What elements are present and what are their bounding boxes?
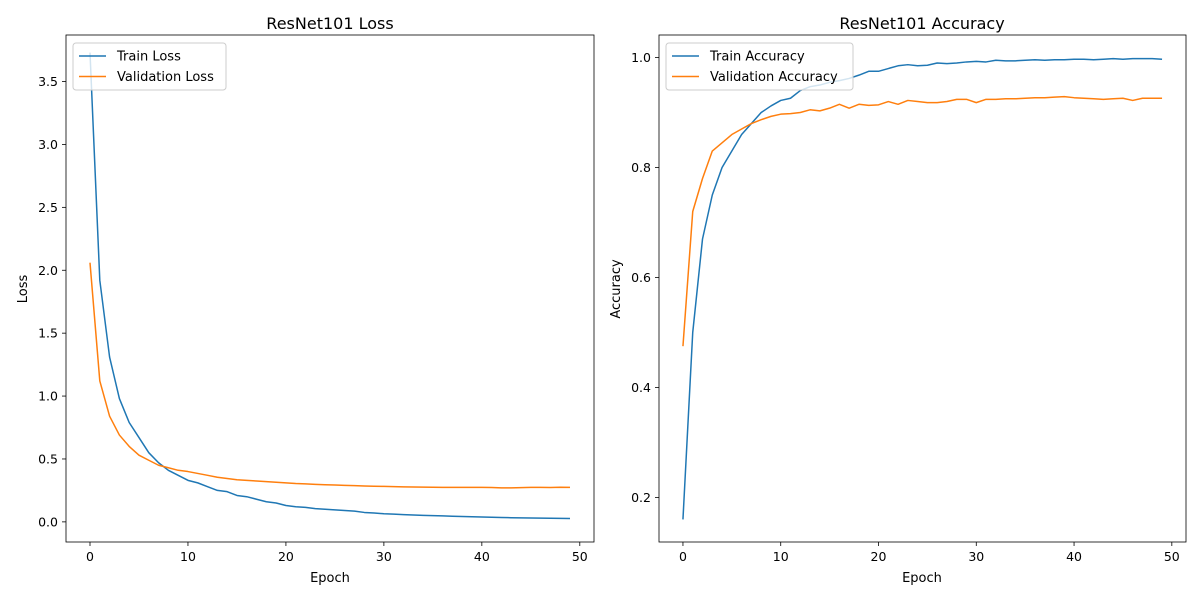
y-tick-label: 2.0 <box>38 263 58 278</box>
series-line-train <box>682 57 1163 520</box>
x-tick-label: 10 <box>180 549 196 564</box>
y-tick-label: 0.5 <box>38 451 58 466</box>
x-tick-label: 0 <box>679 549 687 564</box>
legend-box <box>72 42 227 91</box>
y-tick-label: 3.0 <box>38 137 58 152</box>
y-tick-label: 3.5 <box>38 74 58 89</box>
y-tick-label: 0.2 <box>631 490 651 505</box>
y-axis-label: Loss <box>16 275 31 304</box>
y-tick-label: 1.0 <box>38 389 58 404</box>
x-tick-label: 30 <box>968 549 984 564</box>
legend-label: Validation Accuracy <box>710 70 838 85</box>
x-tick-label: 50 <box>1164 549 1180 564</box>
x-tick-label: 30 <box>376 549 392 564</box>
loss-chart: ResNet101 Loss 0 10 20 30 40 50 0.0 0.5 1.0 1.5 2.… <box>16 14 595 586</box>
axes-frame <box>65 34 595 543</box>
y-tick-label: 1.0 <box>631 50 651 65</box>
axes-frame <box>658 34 1187 543</box>
series-line-validation <box>89 262 571 489</box>
accuracy-chart: ResNet101 Accuracy 0 10 20 30 40 500.20.40.60… <box>609 14 1187 586</box>
y-tick-label: 0.0 <box>38 514 58 529</box>
x-tick-label: 20 <box>278 549 294 564</box>
x-tick-label: 20 <box>871 549 887 564</box>
series-line-train <box>89 52 571 520</box>
legend-label: Validation Loss <box>117 70 214 85</box>
legend-label: Train Accuracy <box>709 50 805 65</box>
plot-area: 0 10 20 30 40 50 0.0 0.5 1.0 1.5 2.0 2.5 3.0 3.5 <box>38 34 595 564</box>
legend-box <box>665 42 854 91</box>
chart-title: ResNet101 Accuracy <box>839 14 1004 33</box>
y-tick-label: 1.5 <box>38 326 58 341</box>
x-tick-label: 10 <box>773 549 789 564</box>
legend: Train Loss Validation Loss <box>72 42 227 91</box>
legend: Train Accuracy Validation Accuracy <box>665 42 854 91</box>
legend-label: Train Loss <box>116 50 181 65</box>
x-axis-label: Epoch <box>902 571 942 586</box>
y-tick-label: 0.8 <box>631 160 651 175</box>
y-tick-label: 0.4 <box>631 380 651 395</box>
chart-title: ResNet101 Loss <box>266 14 393 33</box>
plot-area: 0 10 20 30 40 50 0.2 0.4 0.6 0.8 1.0 <box>631 34 1187 564</box>
x-tick-label: 40 <box>474 549 490 564</box>
y-tick-label: 2.5 <box>38 200 58 215</box>
y-axis-label: Accuracy <box>609 259 624 319</box>
series-line-validation <box>682 95 1163 347</box>
x-tick-label: 50 <box>572 549 588 564</box>
x-axis-label: Epoch <box>310 571 350 586</box>
x-tick-label: 0 <box>86 549 94 564</box>
x-tick-label: 40 <box>1066 549 1082 564</box>
y-tick-label: 0.6 <box>631 270 651 285</box>
